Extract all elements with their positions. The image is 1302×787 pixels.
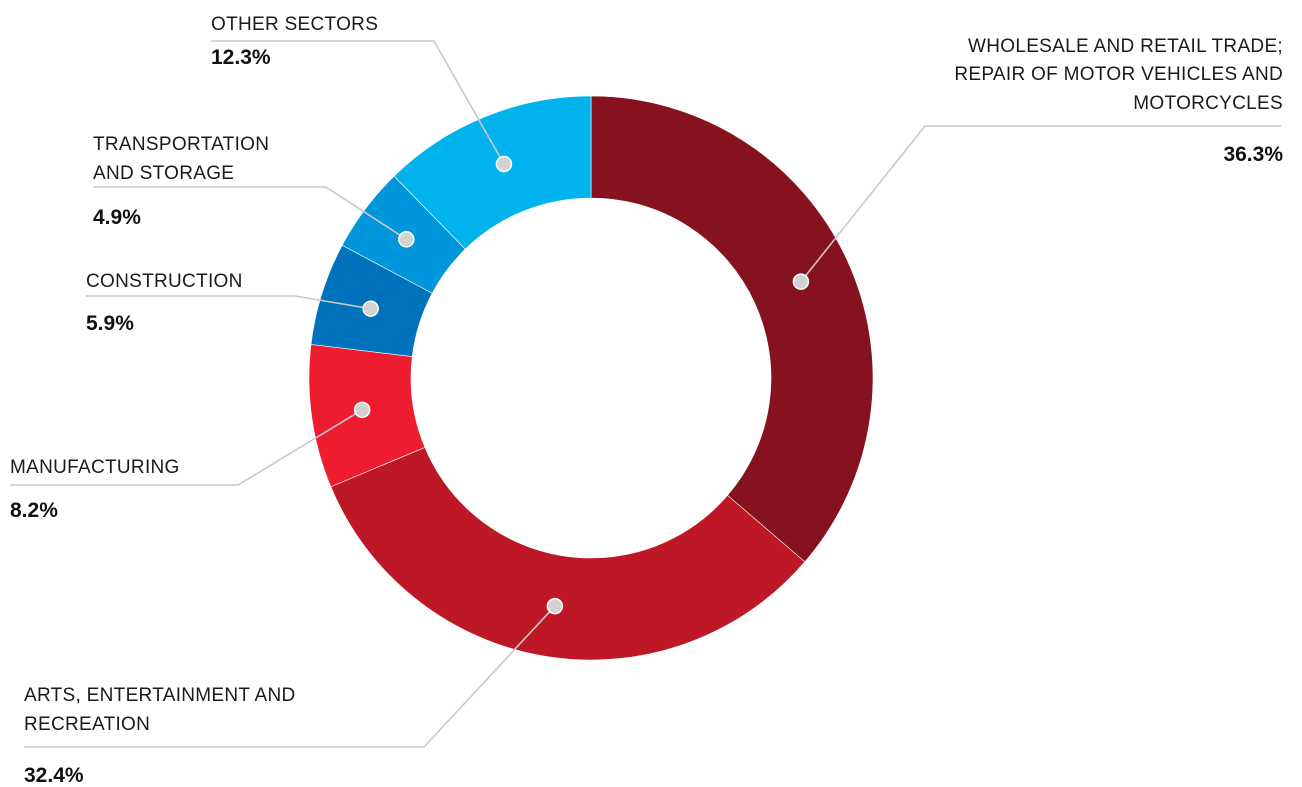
- leader-line-other-sectors: [211, 40, 505, 165]
- category-label-arts-entertainment-and: RECREATION: [24, 714, 150, 735]
- value-label-arts-entertainment-and: 32.4%: [24, 764, 84, 787]
- category-label-wholesale-and-retail-trade: WHOLESALE AND RETAIL TRADE;: [968, 36, 1283, 57]
- slice-wholesale-and-retail-trade: [590, 95, 874, 563]
- category-label-arts-entertainment-and: ARTS, ENTERTAINMENT AND: [24, 685, 296, 706]
- slice-marker-dot-manufacturing: [353, 401, 371, 419]
- value-label-construction: 5.9%: [86, 312, 134, 335]
- slices-group: [308, 95, 874, 661]
- labels-group: WHOLESALE AND RETAIL TRADE; REPAIR OF MOT…: [10, 14, 1283, 787]
- category-label-wholesale-and-retail-trade: MOTORCYCLES: [1133, 93, 1283, 114]
- leader-line-transportation: [93, 186, 407, 240]
- leader-lines-group: [10, 40, 1281, 748]
- leader-line-manufacturing: [10, 409, 363, 486]
- category-label-wholesale-and-retail-trade: REPAIR OF MOTOR VEHICLES AND: [954, 64, 1283, 85]
- slice-marker-dot-wholesale-and-retail-trade: [792, 273, 810, 290]
- category-label-transportation: AND STORAGE: [93, 163, 234, 184]
- slice-marker-dot-other-sectors: [495, 155, 513, 173]
- value-label-wholesale-and-retail-trade: 36.3%: [1223, 143, 1283, 166]
- category-label-manufacturing: MANUFACTURING: [10, 457, 180, 478]
- slice-marker-dot-arts-entertainment-and: [546, 597, 564, 615]
- leader-line-arts-entertainment-and: [24, 605, 556, 748]
- slice-marker-dot-transportation: [398, 231, 415, 248]
- slice-arts-entertainment-and: [330, 447, 806, 661]
- value-label-other-sectors: 12.3%: [211, 46, 271, 69]
- slice-marker-dot-construction: [362, 300, 379, 317]
- slice-other-sectors: [393, 95, 592, 250]
- category-label-construction: CONSTRUCTION: [86, 271, 243, 292]
- value-label-manufacturing: 8.2%: [10, 499, 58, 522]
- category-label-transportation: TRANSPORTATION: [93, 134, 269, 155]
- category-label-other-sectors: OTHER SECTORS: [211, 14, 378, 35]
- leader-line-wholesale-and-retail-trade: [800, 125, 1281, 283]
- value-label-transportation: 4.9%: [93, 206, 141, 229]
- leader-line-construction: [86, 295, 371, 310]
